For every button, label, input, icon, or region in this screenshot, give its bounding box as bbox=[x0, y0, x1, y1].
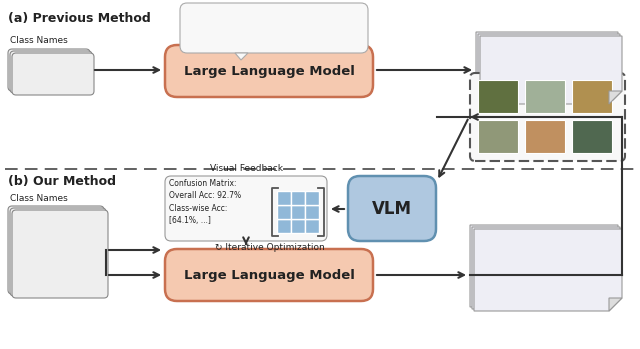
FancyBboxPatch shape bbox=[470, 73, 625, 161]
PathPatch shape bbox=[605, 294, 618, 307]
Text: (b) Our Method: (b) Our Method bbox=[8, 175, 116, 188]
PathPatch shape bbox=[609, 298, 622, 311]
PathPatch shape bbox=[480, 36, 622, 104]
Text: Desert-dwelling: Desert-dwelling bbox=[480, 46, 548, 55]
Text: Carolina Wren: Carolina Wren bbox=[12, 227, 79, 236]
FancyBboxPatch shape bbox=[348, 176, 436, 241]
Bar bbox=[277, 219, 291, 233]
Text: Cactus fruit pecker: Cactus fruit pecker bbox=[474, 280, 556, 289]
Text: Confusion Matrix:
Overall Acc: 92.7%
Class-wise Acc:
[64.1%, ...]: Confusion Matrix: Overall Acc: 92.7% Cla… bbox=[169, 179, 241, 225]
Bar bbox=[277, 191, 291, 205]
FancyBboxPatch shape bbox=[8, 49, 90, 91]
Text: Hollow cactus chamber: Hollow cactus chamber bbox=[474, 267, 575, 276]
Text: Class Names: Class Names bbox=[10, 194, 68, 203]
Text: Striped plumage: Striped plumage bbox=[480, 57, 552, 66]
FancyBboxPatch shape bbox=[165, 249, 373, 301]
Bar bbox=[305, 205, 319, 219]
Text: Cactus Wren:: Cactus Wren: bbox=[480, 37, 551, 46]
Text: Cactus Wren: Cactus Wren bbox=[12, 212, 72, 221]
Bar bbox=[305, 191, 319, 205]
FancyBboxPatch shape bbox=[180, 3, 368, 53]
Text: Large Language Model: Large Language Model bbox=[184, 65, 355, 77]
Bar bbox=[525, 80, 565, 113]
Text: Images: Images bbox=[531, 60, 564, 69]
Text: House Wren: House Wren bbox=[12, 257, 69, 266]
FancyBboxPatch shape bbox=[165, 176, 327, 241]
Text: Marsh Wren: Marsh Wren bbox=[12, 242, 68, 251]
PathPatch shape bbox=[607, 89, 620, 102]
PathPatch shape bbox=[478, 34, 620, 102]
Text: Short stubby beak: Short stubby beak bbox=[480, 79, 559, 88]
Bar bbox=[277, 205, 291, 219]
Bar bbox=[525, 120, 565, 153]
Bar bbox=[572, 80, 612, 113]
Bar bbox=[478, 120, 518, 153]
Bar bbox=[305, 219, 319, 233]
PathPatch shape bbox=[609, 91, 622, 104]
FancyBboxPatch shape bbox=[12, 210, 108, 298]
FancyBboxPatch shape bbox=[10, 51, 92, 93]
Bar bbox=[291, 191, 305, 205]
Bar bbox=[478, 80, 518, 113]
Text: (a) Previous Method: (a) Previous Method bbox=[8, 12, 151, 25]
Text: Desert songster wren: Desert songster wren bbox=[474, 254, 567, 263]
Text: Visual Feedback: Visual Feedback bbox=[211, 164, 284, 173]
Bar bbox=[572, 120, 612, 153]
Text: VLM: VLM bbox=[372, 200, 412, 218]
Text: Q: What are useful features for
distinguishing a Cactus Wren in a photo?
A: Ther: Q: What are useful features for distingu… bbox=[185, 6, 364, 37]
Text: Class Names: Class Names bbox=[10, 36, 68, 45]
Text: Cactus Wren: Cactus Wren bbox=[16, 65, 82, 75]
FancyBboxPatch shape bbox=[8, 206, 104, 294]
FancyBboxPatch shape bbox=[12, 53, 94, 95]
PathPatch shape bbox=[470, 225, 618, 307]
PathPatch shape bbox=[605, 87, 618, 100]
FancyBboxPatch shape bbox=[165, 45, 373, 97]
PathPatch shape bbox=[474, 229, 622, 311]
Text: Cactus Wren:: Cactus Wren: bbox=[474, 231, 545, 240]
PathPatch shape bbox=[472, 227, 620, 309]
Text: Large Language Model: Large Language Model bbox=[184, 268, 355, 282]
FancyBboxPatch shape bbox=[10, 208, 106, 296]
Text: Short tail: Short tail bbox=[480, 68, 519, 77]
Text: ↻ Iterative Optimization: ↻ Iterative Optimization bbox=[215, 243, 325, 252]
Bar bbox=[291, 205, 305, 219]
PathPatch shape bbox=[607, 296, 620, 309]
Text: Spotty belly: Spotty belly bbox=[474, 241, 525, 250]
Bar bbox=[291, 219, 305, 233]
PathPatch shape bbox=[476, 32, 618, 100]
Polygon shape bbox=[235, 53, 248, 60]
